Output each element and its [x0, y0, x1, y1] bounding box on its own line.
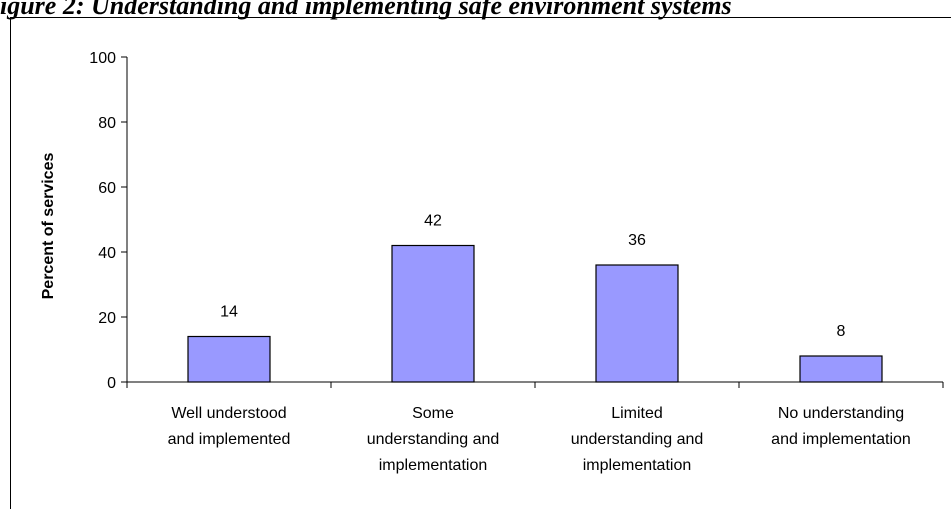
y-axis-label: Percent of services	[40, 153, 57, 300]
data-label: 36	[628, 232, 646, 249]
bar	[187, 335, 271, 383]
y-tick-label: 0	[107, 375, 116, 392]
x-tick-label: understanding and	[367, 431, 500, 448]
bar	[595, 264, 679, 383]
y-tick-label: 100	[89, 50, 116, 67]
x-tick-label: and implementation	[771, 431, 911, 448]
bar	[799, 355, 883, 383]
y-tick-label: 20	[98, 310, 116, 327]
y-tick-label: 40	[98, 245, 116, 262]
y-tick-label: 80	[98, 115, 116, 132]
chart-bars	[187, 244, 883, 383]
x-tick-label: implementation	[583, 457, 692, 474]
x-tick-label: understanding and	[571, 431, 704, 448]
x-tick-label: Some	[412, 405, 454, 422]
chart-frame	[10, 17, 951, 509]
x-tick-label: Well understood	[171, 405, 286, 422]
x-tick-label: No understanding	[778, 405, 904, 422]
data-label: 14	[220, 304, 238, 321]
data-label: 42	[424, 213, 442, 230]
x-tick-label: Limited	[611, 405, 663, 422]
x-tick-label: implementation	[379, 457, 488, 474]
figure-title: igure 2: Understanding and implementing …	[0, 0, 732, 20]
y-tick-label: 60	[98, 180, 116, 197]
x-tick-label: and implemented	[168, 431, 291, 448]
bar	[391, 244, 475, 383]
data-label: 8	[837, 323, 846, 340]
chart-labels: 0 20 40 60 80 100 14 Well understood and impleme…	[89, 50, 911, 474]
